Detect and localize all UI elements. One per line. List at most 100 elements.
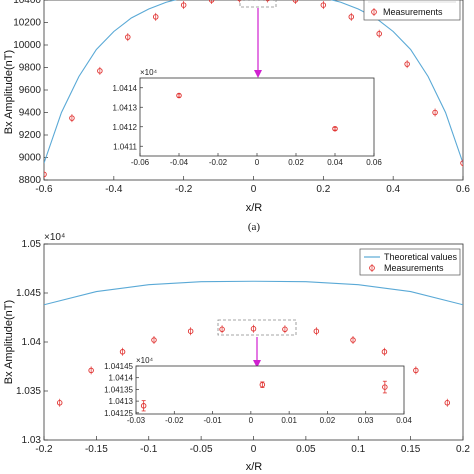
panel-a-inset-xtick-label: -0.06 <box>131 158 150 167</box>
panel-a-series <box>44 0 463 179</box>
panel-b-ytick-label: 1.04 <box>22 337 42 348</box>
panel-a-legend: Measurements <box>363 0 461 21</box>
panel-a-inset-xtick-label: 0.06 <box>366 158 382 167</box>
panel-a-ytick-label: 10400 <box>13 0 41 6</box>
panel-b-series <box>44 280 463 407</box>
panel-b-inset-ytick-label: 1.0413 <box>109 397 134 406</box>
panel-a-ytick-label: 10200 <box>13 18 41 29</box>
panel-a-measurement-point <box>404 61 410 67</box>
panel-b-measurement-point <box>119 349 126 355</box>
panel-a-inset-xtick-label: -0.02 <box>209 158 228 167</box>
panel-b-inset-xtick-label: -0.03 <box>127 416 146 425</box>
panel-b-inset-xtick-label: 0.03 <box>358 416 374 425</box>
legend-label-measurements-b: Measurements <box>384 263 444 273</box>
panel-b-ticks: -0.2 -0.15 -0.1 -0.05 0 0.05 0.1 0.15 0.2 1.03 1.0… <box>16 239 470 455</box>
panel-b-xtick-label: 0.05 <box>296 444 316 455</box>
panel-a-xtick-label: 0.6 <box>456 184 470 195</box>
panel-a-inset-multiplier: ×10⁴ <box>140 68 158 77</box>
panel-a-ytick-label: 8800 <box>19 175 42 186</box>
panel-b-measurement-point <box>187 328 194 334</box>
panel-b-xtick-label: 0.15 <box>401 444 421 455</box>
panel-a-measurement-point <box>237 0 242 2</box>
panel-a-ytick-label: 9000 <box>19 153 42 164</box>
panel-b-measurement-point <box>88 367 94 374</box>
panel-b-measurement-point <box>282 326 288 333</box>
panel-a-inset-ytick-label: 1.0411 <box>113 142 137 151</box>
panel-a-measurement-point <box>69 115 75 121</box>
legend-label-theory: Theoretical values <box>384 252 458 262</box>
panel-b-measurement-point <box>413 367 419 374</box>
panel-a-inset: ×10⁴ -0.06 -0.04 -0.02 0 0.02 0.04 0.06 1.0411 1… <box>113 68 383 167</box>
panel-a-inset-ytick-label: 1.0414 <box>113 84 138 93</box>
panel-a-measurement-point <box>152 14 159 20</box>
panel-b-xtick-label: -0.1 <box>140 444 158 455</box>
panel-a-measurement-point <box>97 68 103 74</box>
panel-a-ytick-label: 9600 <box>19 85 42 96</box>
panel-b-xtick-label: -0.05 <box>190 444 213 455</box>
panel-a-xtick-label: 0.2 <box>316 184 330 195</box>
legend-label-a: Measurements <box>383 7 443 17</box>
panel-b-inset-xtick-label: -0.01 <box>203 416 222 425</box>
panel-a-inset-point <box>332 125 338 132</box>
panel-b-measurement-point <box>381 349 388 355</box>
panel-a-inset-content: -0.06 -0.04 -0.02 0 0.02 0.04 0.06 1.0411 1.0412… <box>113 84 383 167</box>
panel-a-xtick-label: 0 <box>251 184 257 195</box>
panel-b-inset-area <box>135 365 405 415</box>
panel-a-xlabel: x/R <box>246 202 263 214</box>
panel-a-measurement-point <box>348 14 355 20</box>
panel-a-zoom-box <box>239 0 277 8</box>
panel-b-inset-xtick-label: 0.04 <box>396 416 412 425</box>
panel-b-inset-ytick-label: 1.04125 <box>104 409 133 418</box>
panel-a-measurement-point <box>460 160 463 166</box>
panel-b-zoom-arrowhead <box>253 360 261 368</box>
panel-a-measurement-point <box>265 0 270 2</box>
panel-b: ×10⁴ -0.2 -0.15 -0.1 -0.05 0 0.05 0.1 0.15 0.2 1.… <box>3 232 470 473</box>
panel-b-zoom-box <box>217 319 297 336</box>
panel-b-multiplier: ×10⁴ <box>44 232 65 243</box>
panel-a-measurement-point <box>180 2 187 8</box>
panel-b-inset-xtick-label: -0.02 <box>165 416 184 425</box>
panel-b-inset-point <box>382 384 388 390</box>
panel-a-inset-ytick-label: 1.0413 <box>113 103 138 112</box>
panel-b-measurement-point <box>151 337 157 343</box>
panel-a-measurement-point <box>376 31 382 37</box>
panel-a-ylabel: Bx Amplitude(nT) <box>3 50 15 134</box>
panel-b-inset-content: -0.03 -0.02 -0.01 0 0.01 0.02 0.03 0.04 1.04125 1… <box>104 362 412 425</box>
panel-b-measurement-point <box>313 328 320 334</box>
panel-a: -0.6 -0.4 -0.2 0 0.2 0.4 0.6 8800 9000 9200 9400 96… <box>3 0 470 233</box>
panel-b-inset-multiplier: ×10⁴ <box>136 356 154 365</box>
panel-a-measurement-point <box>292 0 299 3</box>
panel-a-inset-area <box>139 77 375 157</box>
panel-b-legend: Theoretical values Measurements <box>359 248 461 276</box>
panel-a-measurement-point <box>44 171 47 178</box>
panel-b-measurement-point <box>219 326 225 333</box>
panel-b-xlabel: x/R <box>246 461 263 473</box>
panel-b-xtick-label: 0.2 <box>456 444 470 455</box>
panel-a-zoom-arrowhead <box>254 70 262 78</box>
panel-b-measurement-point <box>350 337 356 343</box>
panel-b-inset-ytick-label: 1.04145 <box>104 362 133 371</box>
panel-b-ytick-label: 1.05 <box>22 239 42 250</box>
panel-a-inset-xtick-label: 0.02 <box>288 158 304 167</box>
panel-a-theory-line <box>44 0 463 164</box>
panel-a-ytick-label: 9200 <box>19 130 42 141</box>
panel-b-inset-point <box>259 381 266 388</box>
panel-a-xtick-label: -0.2 <box>175 184 193 195</box>
panel-b-inset-ytick-label: 1.04135 <box>104 385 133 394</box>
panel-b-xtick-label: 0 <box>251 444 257 455</box>
panel-a-ytick-label: 9800 <box>19 63 42 74</box>
panel-b-inset-xtick-label: 0 <box>249 416 254 425</box>
panel-a-ticks: -0.6 -0.4 -0.2 0 0.2 0.4 0.6 8800 9000 9200 9400 96… <box>13 0 470 195</box>
panel-b-inset-xtick-label: 0.01 <box>281 416 297 425</box>
panel-b-theory-line <box>44 280 463 306</box>
panel-b-inset-ytick-label: 1.0414 <box>109 374 134 383</box>
panel-b-measurement-point <box>250 326 257 332</box>
panel-a-inset-xtick-label: -0.04 <box>170 158 189 167</box>
panel-b-xtick-label: -0.15 <box>85 444 108 455</box>
panel-a-inset-xtick-label: 0.04 <box>327 158 343 167</box>
panel-a-inset-xtick-label: 0 <box>255 158 260 167</box>
panel-b-xtick-label: 0.1 <box>351 444 365 455</box>
panel-b-inset: ×10⁴ -0.03 -0.02 -0.01 0 0.01 0.02 0.03 0.04 1.0… <box>104 356 412 425</box>
panel-a-caption: (a) <box>248 221 261 233</box>
